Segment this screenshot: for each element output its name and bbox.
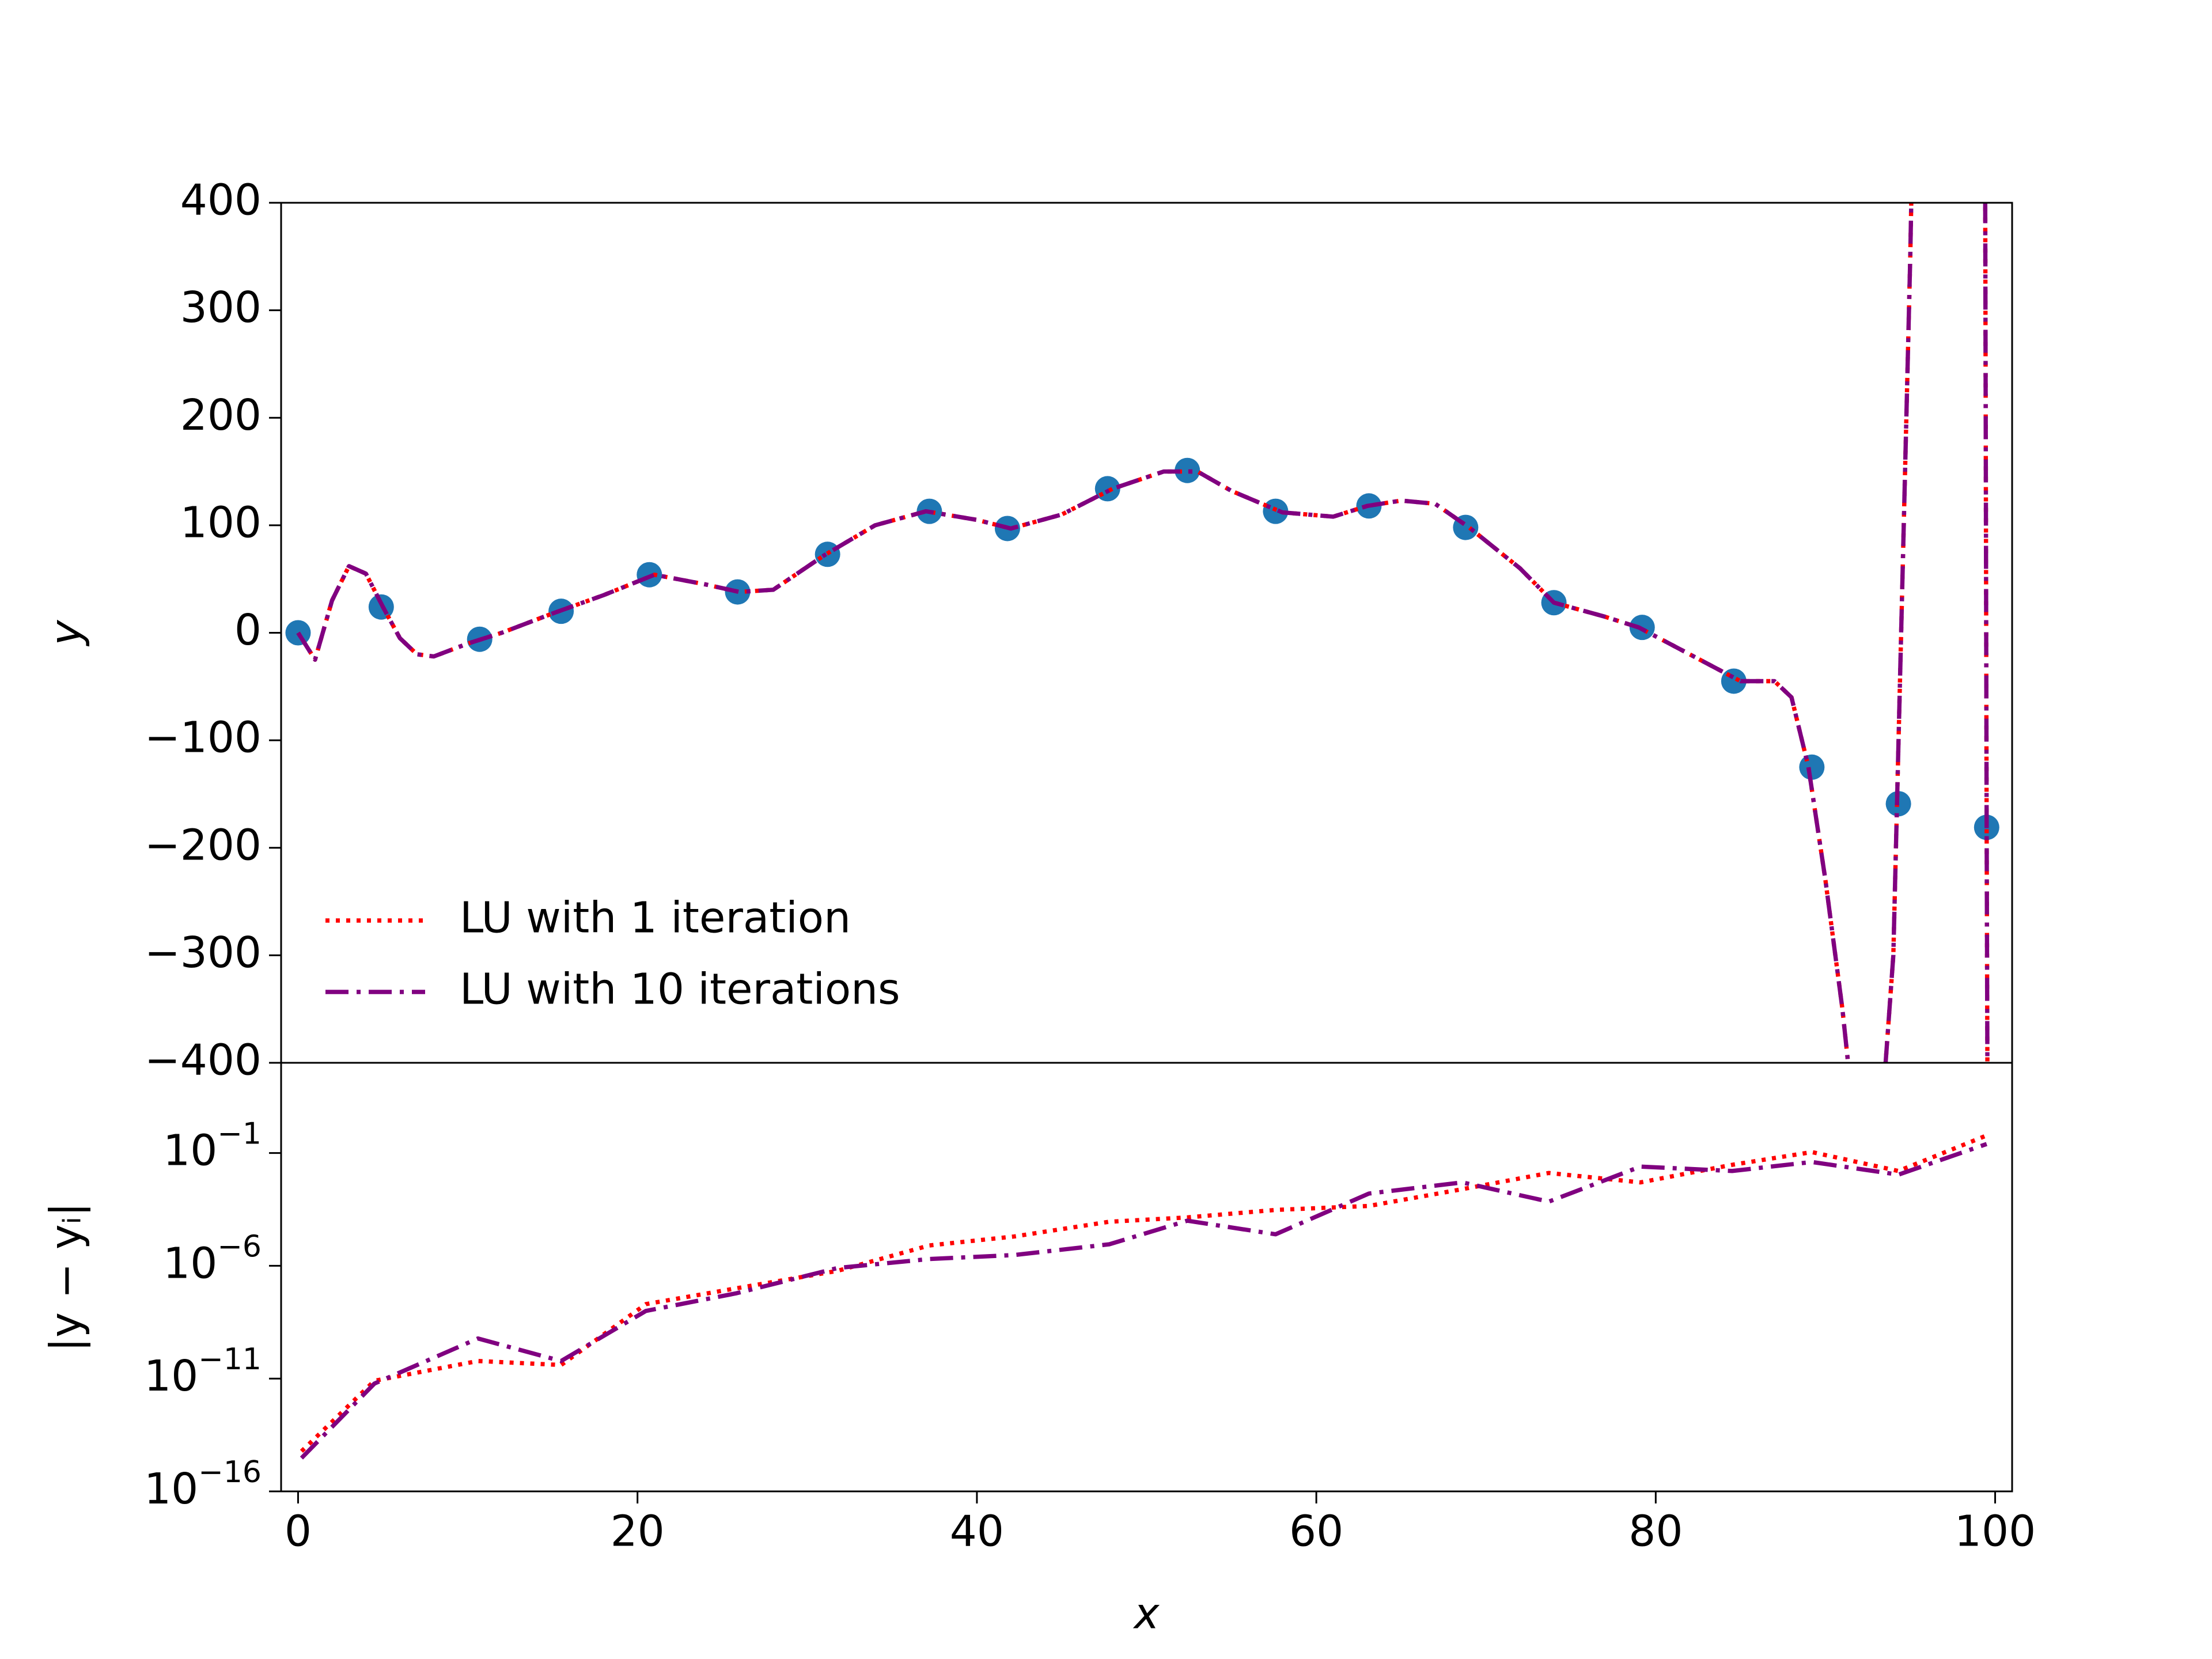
x-tick-label: 60: [1289, 1507, 1343, 1556]
x-axis-label: x: [1133, 1589, 1160, 1639]
y-tick-base: 10: [163, 1126, 217, 1175]
axes-frame: [280, 1062, 2013, 1493]
y-tick-label: 0: [234, 605, 262, 655]
y-tick-label: 10−11: [144, 1342, 262, 1401]
y-tick-label: 100: [180, 498, 262, 547]
data-point: [285, 620, 311, 646]
legend-label: LU with 10 iterations: [460, 965, 900, 1014]
y-tick-base: 10: [163, 1238, 217, 1288]
y-tick-exponent: −1: [217, 1117, 262, 1152]
y-tick-label: 300: [180, 283, 262, 332]
y-tick-label: 400: [180, 176, 262, 225]
x-tick-label: 20: [611, 1507, 665, 1556]
x-tick-label: 100: [1955, 1507, 2036, 1556]
y-tick-label: −100: [145, 713, 262, 763]
y-tick-base: 10: [144, 1351, 198, 1401]
x-tick-label: 40: [950, 1507, 1004, 1556]
series-line: [300, 1142, 1988, 1460]
series-line: [300, 1133, 1988, 1453]
y-tick-label: −200: [145, 820, 262, 870]
y-tick-exponent: −6: [217, 1229, 262, 1264]
x-tick-label: 80: [1628, 1507, 1683, 1556]
y-tick-base: 10: [144, 1464, 198, 1514]
plot-area: [300, 1133, 1988, 1460]
y-tick-label: 10−6: [163, 1229, 262, 1288]
plot-area: [285, 203, 1999, 1063]
data-point: [1175, 457, 1200, 483]
y-tick-exponent: −11: [198, 1342, 262, 1377]
y-tick-label: 10−1: [163, 1117, 262, 1176]
y-axis-label: y: [41, 619, 91, 646]
y-tick-exponent: −16: [198, 1455, 262, 1490]
y-tick-label: −300: [145, 928, 262, 978]
x-tick-label: 0: [285, 1507, 312, 1556]
legend-label: LU with 1 iteration: [460, 893, 851, 943]
y-tick-label: −400: [145, 1036, 262, 1085]
series-line: [296, 203, 1990, 1063]
y-tick-label: 10−16: [144, 1455, 262, 1514]
y-tick-label: 200: [180, 391, 262, 440]
y-axis-label: |y − yᵢ|: [41, 1202, 91, 1352]
